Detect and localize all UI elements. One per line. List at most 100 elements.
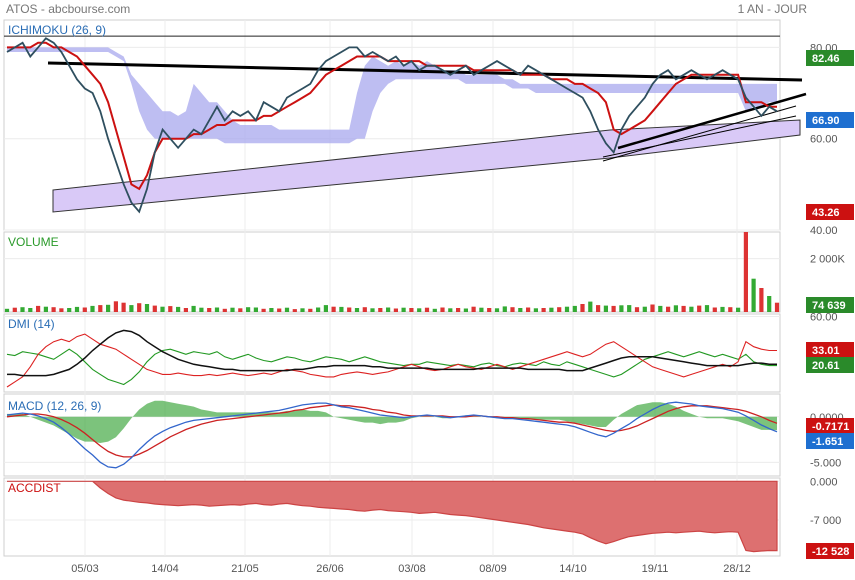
panel-frame <box>3 313 781 393</box>
macd-title: MACD (12, 26, 9) <box>8 399 101 413</box>
support-trendline-3 <box>602 115 797 158</box>
ichimoku-cloud <box>7 47 777 144</box>
volume-bar <box>424 307 430 312</box>
volume-bar <box>658 305 663 312</box>
x-tick-label: 14/10 <box>559 563 587 575</box>
volume-bar <box>370 308 375 312</box>
volume-bar <box>386 307 391 312</box>
volume-bar <box>106 304 111 312</box>
volume-bar <box>634 307 640 312</box>
y-tick-label: 0.000 <box>810 476 838 488</box>
accdist-last-badge: -12 528 <box>812 546 849 558</box>
volume-bar <box>51 307 56 312</box>
volume-last-badge: 74 639 <box>812 300 846 312</box>
volume-bar <box>214 307 220 312</box>
volume-bar <box>90 305 95 312</box>
y-tick-label: -7 000 <box>810 515 841 527</box>
volume-bar <box>160 306 165 312</box>
volume-bar <box>129 305 134 312</box>
volume-bar <box>627 305 632 312</box>
volume-bar <box>12 307 17 312</box>
x-tick-label: 21/05 <box>231 563 259 575</box>
volume-bar <box>230 307 235 312</box>
ichimoku-title: ICHIMOKU (26, 9) <box>8 23 106 37</box>
volume-bar <box>774 302 780 312</box>
volume-bar <box>191 305 196 312</box>
volume-bar <box>253 307 258 312</box>
macd-signal-line <box>6 404 778 458</box>
x-tick-label: 05/03 <box>71 563 99 575</box>
ichimoku-min-badge: 43.26 <box>812 207 840 219</box>
volume-bar <box>704 305 710 312</box>
chart-period-label: 1 AN - JOUR <box>737 2 807 16</box>
volume-bar <box>339 306 344 312</box>
volume-bar <box>4 308 10 312</box>
volume-bar <box>323 305 328 312</box>
x-tick-label: 26/06 <box>316 563 344 575</box>
volume-bar <box>580 304 585 312</box>
volume-bar <box>596 305 601 312</box>
dmi-plus-badge-bg <box>806 357 854 373</box>
macd-signal-badge: -0.7171 <box>812 421 849 433</box>
ichimoku-max-badge: 82.46 <box>812 53 840 65</box>
volume-bar <box>284 307 290 312</box>
dmi-adx-line <box>7 329 777 377</box>
volume-bar <box>67 308 72 312</box>
x-tick-label: 28/12 <box>723 563 751 575</box>
volume-bar <box>362 307 367 312</box>
volume-bar <box>666 306 671 312</box>
volume-bar <box>28 308 33 312</box>
dmi-title: DMI (14) <box>8 317 55 331</box>
volume-bar <box>689 306 694 312</box>
volume-bar <box>354 308 360 312</box>
volume-bar <box>59 308 64 312</box>
volume-bar <box>168 306 173 312</box>
volume-bar <box>393 308 398 312</box>
volume-bar <box>409 308 414 312</box>
dmi-plus-badge: 20.61 <box>812 360 840 372</box>
volume-bar <box>728 307 733 312</box>
volume-bar <box>246 307 251 312</box>
support-trendline-1 <box>617 92 807 150</box>
trend-channel <box>52 119 801 213</box>
volume-bar <box>463 308 468 312</box>
volume-bar <box>316 307 321 312</box>
volume-bar <box>448 308 453 312</box>
ichimoku-min-badge-bg <box>806 204 854 220</box>
volume-bar <box>36 305 41 312</box>
x-tick-label: 08/09 <box>479 563 507 575</box>
volume-bar <box>502 306 507 312</box>
volume-bar <box>471 306 476 312</box>
volume-bar <box>98 305 103 312</box>
volume-bar <box>308 308 313 312</box>
volume-bar <box>300 308 305 312</box>
volume-bar <box>673 305 678 312</box>
accdist-last-badge-bg <box>806 543 854 559</box>
accdist-title: ACCDIST <box>8 481 61 495</box>
volume-bar <box>347 307 352 312</box>
x-tick-label: 03/08 <box>398 563 426 575</box>
dmi-di-minus-line <box>6 333 777 388</box>
macd-badge: -1.651 <box>812 436 843 448</box>
volume-bar <box>541 308 546 312</box>
volume-bar <box>681 305 686 312</box>
panel-frame <box>3 231 781 313</box>
volume-bar <box>222 308 227 312</box>
volume-bar <box>697 305 702 312</box>
volume-bar <box>152 305 157 312</box>
kijun-line <box>7 41 777 191</box>
volume-bar <box>736 307 741 312</box>
volume-bar <box>199 307 204 312</box>
accdist-area <box>7 480 778 553</box>
volume-bar <box>207 308 212 312</box>
price-line <box>6 37 778 214</box>
volume-bar <box>487 308 492 312</box>
volume-bar <box>238 308 243 312</box>
volume-bar <box>557 307 562 312</box>
y-tick-label: 60.00 <box>810 134 838 146</box>
volume-bar <box>611 305 616 312</box>
volume-bar <box>43 306 48 312</box>
volume-bar <box>642 306 647 312</box>
ichimoku-last-badge-bg <box>806 112 854 128</box>
volume-bar <box>144 304 150 312</box>
